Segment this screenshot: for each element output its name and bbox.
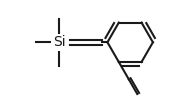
- Text: Si: Si: [53, 35, 66, 49]
